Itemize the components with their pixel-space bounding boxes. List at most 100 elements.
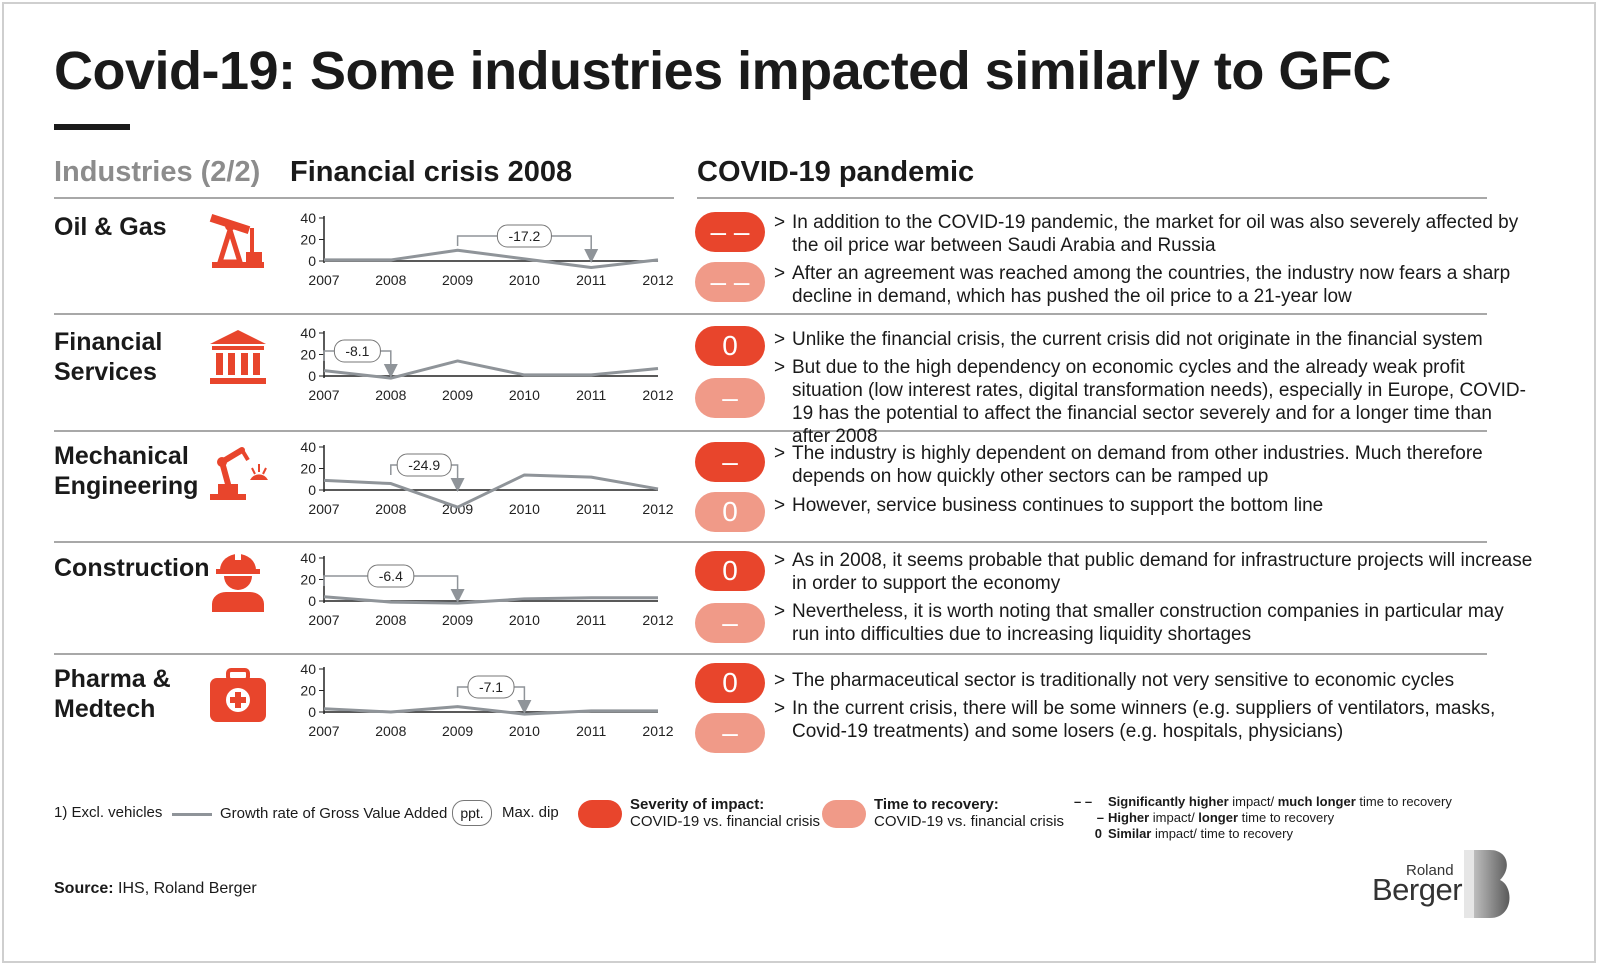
x-tick-label: 2010	[509, 387, 540, 403]
series-line	[324, 248, 659, 269]
x-tick-label: 2010	[509, 723, 540, 739]
y-tick-label: 20	[300, 572, 316, 588]
x-tick-label: 2012	[642, 501, 673, 517]
max-dip-label: -24.9	[408, 457, 440, 473]
severity-badge-mechanical-engineering: –	[695, 442, 765, 482]
y-tick-label: 0	[308, 704, 316, 720]
severity-badge-financial-services: 0	[695, 326, 765, 366]
x-tick-label: 2012	[642, 272, 673, 288]
chart-pharma-medtech: 0 20 40 2007 2008 2009 2010 2011 2012 -7.1	[300, 661, 673, 739]
max-dip-label: -8.1	[345, 343, 369, 359]
bullet-pharma-medtech-1: > The pharmaceutical sector is traditiona…	[774, 670, 1455, 691]
y-tick-label: 0	[308, 482, 316, 498]
x-tick-label: 2011	[576, 612, 606, 628]
chart-financial-services: 0 20 40 2007 2008 2009 2010 2011 2012 -8.1	[300, 325, 673, 403]
roland-berger-logo-icon	[1464, 850, 1510, 918]
x-tick-label: 2008	[375, 723, 406, 739]
x-tick-label: 2010	[509, 612, 540, 628]
legend-severity-sub: COVID-19 vs. financial crisis	[630, 813, 821, 830]
y-tick-label: 20	[300, 347, 316, 363]
logo-text-berger: Berger	[1372, 872, 1463, 907]
construction-worker-icon	[212, 552, 264, 612]
header-divider-left	[54, 197, 674, 199]
bullet-oil-gas-1: > In addition to the COVID-19 pandemic, t…	[774, 212, 1519, 256]
series-line	[323, 359, 659, 380]
x-tick-label: 2012	[642, 723, 673, 739]
max-dip-label-box	[496, 224, 552, 248]
max-dip-arrow	[517, 700, 532, 714]
industry-name-pharma-medtech: Pharma & Medtech	[54, 665, 171, 723]
y-tick-label: 40	[300, 661, 316, 677]
x-tick-label: 2011	[576, 387, 606, 403]
x-tick-label: 2010	[509, 272, 540, 288]
max-dip-label-box	[467, 675, 515, 699]
x-tick-label: 2007	[308, 387, 339, 403]
x-tick-label: 2009	[442, 612, 473, 628]
max-dip-arrow	[584, 249, 599, 263]
bullet-oil-gas-2: > After an agreement was reached among th…	[774, 263, 1511, 307]
source-note: Source: IHS, Roland Berger	[54, 880, 257, 897]
bullet-financial-services-1: > Unlike the financial crisis, the curren…	[774, 329, 1483, 350]
x-tick-label: 2007	[308, 723, 339, 739]
bullet-mechanical-engineering-1: > The industry is highly dependent on dem…	[774, 443, 1483, 487]
severity-badge-pharma-medtech: 0	[695, 663, 765, 703]
max-dip-label: -7.1	[479, 679, 503, 695]
y-tick-label: 0	[308, 368, 316, 384]
max-dip-label-box	[333, 339, 381, 363]
x-tick-label: 2011	[576, 272, 606, 288]
oil-pump-icon	[209, 214, 264, 268]
y-tick-label: 40	[300, 550, 316, 566]
industry-name-oil-gas: Oil & Gas	[54, 213, 167, 241]
y-tick-label: 40	[300, 439, 316, 455]
bullet-construction-2: > Nevertheless, it is worth noting that s…	[774, 601, 1504, 645]
legend-ppt-pill: ppt.	[452, 800, 492, 826]
x-tick-label: 2012	[642, 612, 673, 628]
series-line	[323, 595, 658, 605]
legend-severity-swatch	[578, 800, 622, 828]
bullet-pharma-medtech-2: > In the current crisis, there will be so…	[774, 698, 1496, 742]
legend-key-row: – – Significantly higher impact/ much lon…	[1074, 794, 1452, 809]
legend-recovery-title: Time to recovery:	[874, 796, 999, 813]
logo-text-roland: Roland	[1406, 862, 1454, 879]
x-tick-label: 2008	[375, 272, 406, 288]
y-tick-label: 20	[300, 461, 316, 477]
max-dip-arrow	[383, 364, 398, 378]
bank-icon	[210, 330, 266, 384]
header-covid: COVID-19 pandemic	[697, 156, 975, 188]
legend-key-row: – Higher impact/ longer time to recovery	[1096, 810, 1335, 825]
max-dip-label: -6.4	[379, 568, 403, 584]
recovery-badge-financial-services: –	[695, 378, 765, 418]
recovery-badge-construction: –	[695, 603, 765, 643]
legend-max-dip: Max. dip	[502, 804, 559, 821]
max-dip-label: -17.2	[508, 228, 540, 244]
bullet-financial-services-2: > But due to the high dependency on econo…	[774, 357, 1526, 447]
severity-badge-construction: 0	[695, 551, 765, 591]
row-divider	[54, 653, 1487, 655]
max-dip-arrow	[450, 478, 465, 492]
recovery-badge-oil-gas: – –	[695, 262, 765, 302]
legend-recovery-sub: COVID-19 vs. financial crisis	[874, 813, 1065, 830]
robot-arm-icon	[210, 447, 268, 500]
x-tick-label: 2008	[375, 387, 406, 403]
row-divider	[54, 430, 1487, 432]
chart-oil-gas: 0 20 40 2007 2008 2009 2010 2011 2012 -17.2	[300, 210, 673, 288]
x-tick-label: 2007	[308, 501, 339, 517]
x-tick-label: 2011	[576, 501, 606, 517]
header-financial-crisis: Financial crisis 2008	[290, 156, 573, 188]
y-tick-label: 0	[308, 253, 316, 269]
x-tick-label: 2009	[442, 387, 473, 403]
row-divider	[54, 541, 1487, 543]
x-tick-label: 2011	[576, 723, 606, 739]
medical-kit-icon	[210, 668, 266, 722]
y-tick-label: 0	[308, 593, 316, 609]
x-tick-label: 2009	[442, 723, 473, 739]
legend-key: – – Significantly higher impact/ much lon…	[1074, 794, 1452, 842]
x-tick-label: 2012	[642, 387, 673, 403]
x-tick-label: 2008	[375, 612, 406, 628]
y-tick-label: 20	[300, 683, 316, 699]
legend-line-swatch	[172, 813, 212, 816]
legend-line-label: Growth rate of Gross Value Added	[220, 805, 448, 822]
page-title: Covid-19: Some industries impacted simil…	[54, 41, 1391, 101]
bullet-mechanical-engineering-2: > However, service business continues to …	[774, 495, 1324, 516]
series-line	[323, 705, 658, 716]
